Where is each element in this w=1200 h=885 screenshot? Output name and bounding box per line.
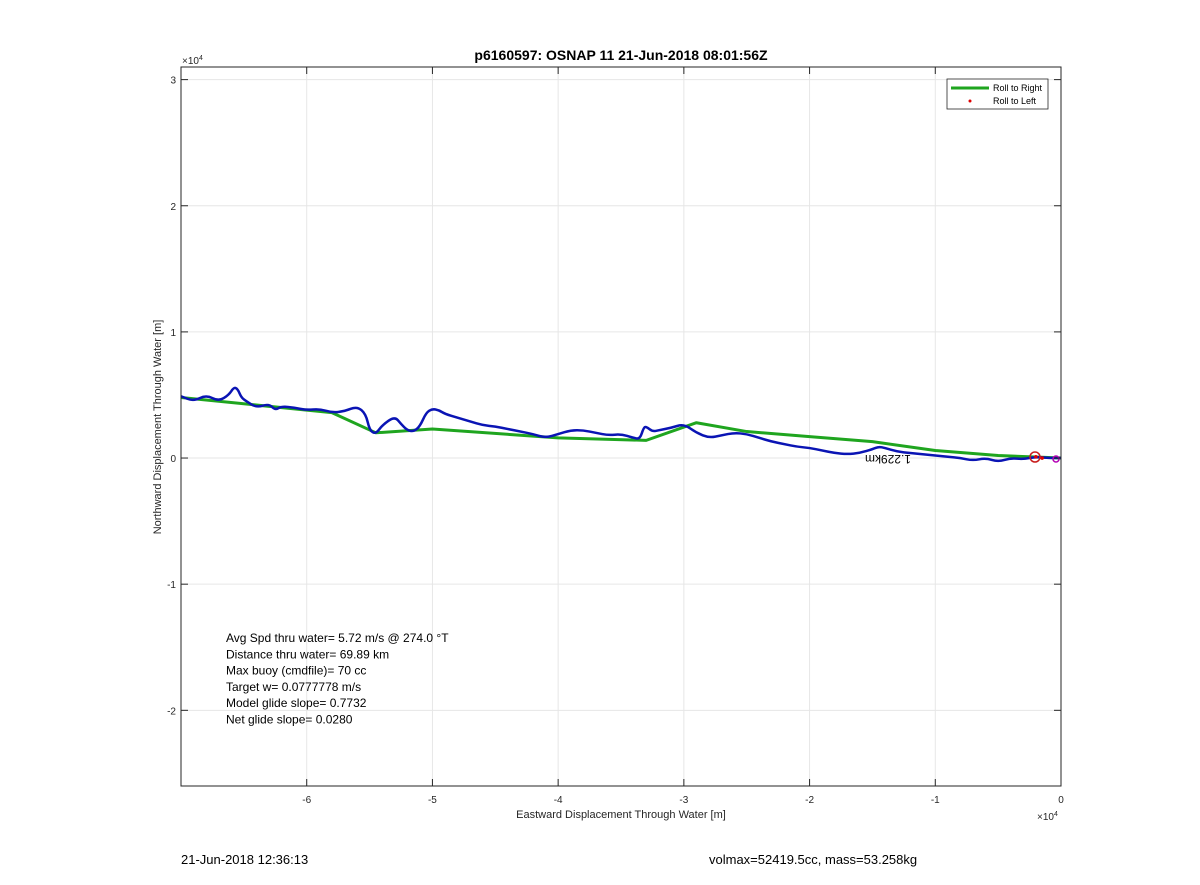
footer-timestamp: 21-Jun-2018 12:36:13 xyxy=(181,852,309,867)
curved-distance-label: 1.229km xyxy=(865,452,911,466)
y-tick-label: 2 xyxy=(170,202,176,213)
legend: Roll to Right Roll to Left xyxy=(946,78,1049,110)
legend-label-roll-right: Roll to Right xyxy=(993,83,1043,93)
y-axis-label: Northward Displacement Through Water [m] xyxy=(152,320,164,535)
stats-line: Target w= 0.0777778 m/s xyxy=(226,680,361,694)
svg-text:×104: ×104 xyxy=(182,55,203,67)
roll-left-marker xyxy=(1034,454,1038,459)
tick-marks xyxy=(181,67,1062,786)
tick-labels: -6 -5 -4 -3 -2 -1 0 -2 -1 0 1 2 3 xyxy=(167,76,1064,806)
legend-swatch-roll-left xyxy=(968,99,972,103)
axes-box xyxy=(180,66,1062,787)
x-tick-label: 0 xyxy=(1058,795,1064,806)
y-tick-label: -2 xyxy=(167,706,176,717)
y-tick-label: 0 xyxy=(170,454,176,465)
start-marker xyxy=(1052,455,1060,463)
footer-mass-info: volmax=52419.5cc, mass=53.258kg xyxy=(709,852,918,867)
x-tick-label: -4 xyxy=(554,795,563,806)
stats-line: Distance thru water= 69.89 km xyxy=(226,647,389,661)
legend-label-roll-left: Roll to Left xyxy=(993,96,1037,106)
y-tick-label: 1 xyxy=(170,328,176,339)
x-tick-label: -6 xyxy=(302,795,311,806)
stats-line: Model glide slope= 0.7732 xyxy=(226,696,367,710)
x-exponent: ×104 xyxy=(1037,811,1058,823)
y-tick-label: 3 xyxy=(170,76,176,87)
y-exponent-power: 4 xyxy=(199,55,203,62)
x-tick-label: -3 xyxy=(679,795,688,806)
legend-box xyxy=(946,78,1049,110)
chart-title: p6160597: OSNAP 11 21-Jun-2018 08:01:56Z xyxy=(474,47,768,63)
x-tick-label: -1 xyxy=(931,795,940,806)
y-exponent: ×104 xyxy=(182,55,203,67)
x-tick-label: -2 xyxy=(805,795,814,806)
y-tick-label: -1 xyxy=(167,580,176,591)
svg-text:×104: ×104 xyxy=(1037,811,1058,823)
roll-left-marker xyxy=(1040,456,1044,460)
series-track xyxy=(180,386,1061,463)
stats-line: Net glide slope= 0.0280 xyxy=(226,713,353,727)
x-exponent-base: ×10 xyxy=(1037,812,1054,823)
y-exponent-base: ×10 xyxy=(182,56,199,67)
grid-lines xyxy=(181,67,1062,786)
x-tick-label: -5 xyxy=(428,795,437,806)
series-roll-to-right xyxy=(180,395,1062,460)
stats-line: Avg Spd thru water= 5.72 m/s @ 274.0 °T xyxy=(226,631,449,645)
stats-block: Avg Spd thru water= 5.72 m/s @ 274.0 °T D… xyxy=(226,631,449,727)
end-marker xyxy=(1029,451,1041,463)
stats-line: Max buoy (cmdfile)= 70 cc xyxy=(226,664,366,678)
x-axis-label: Eastward Displacement Through Water [m] xyxy=(516,809,726,821)
series-layer xyxy=(180,386,1062,463)
x-exponent-power: 4 xyxy=(1054,811,1058,818)
